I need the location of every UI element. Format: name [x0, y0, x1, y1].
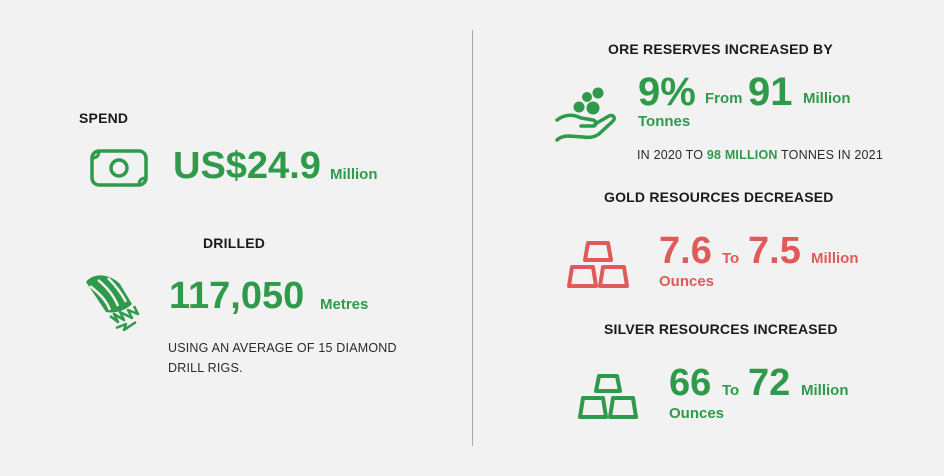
silver-to-value: 72 — [748, 362, 791, 404]
silver-to-word: To — [722, 382, 740, 399]
money-bill-icon — [89, 147, 149, 189]
drilled-label: DRILLED — [203, 235, 266, 251]
silver-unit-million: Million — [801, 382, 849, 399]
spend-unit: Million — [330, 166, 378, 183]
ore-caption-highlight: 98 MILLION — [706, 148, 778, 162]
drill-bit-icon — [80, 270, 146, 334]
ore-from-value: 91 — [748, 70, 793, 114]
drilled-caption-line1: USING AN AVERAGE OF 15 DIAMOND — [168, 341, 397, 355]
ore-unit-tonnes: Tonnes — [638, 113, 691, 130]
ore-percent: 9% — [638, 70, 696, 114]
ore-caption: IN 2020 TO 98 MILLION TONNES IN 2021 — [637, 148, 883, 162]
ore-reserves-label: ORE RESERVES INCREASED BY — [608, 41, 833, 57]
drilled-value: 117,050 — [169, 275, 305, 317]
gold-from-value: 7.6 — [659, 230, 712, 272]
ore-caption-prefix: IN 2020 TO — [637, 148, 707, 162]
silver-bars-icon — [576, 373, 640, 421]
hand-with-ore-icon — [555, 86, 617, 142]
gold-to-word: To — [722, 250, 740, 267]
gold-unit-ounces: Ounces — [659, 273, 715, 290]
ore-caption-suffix: TONNES IN 2021 — [777, 148, 883, 162]
drilled-caption-line2: DRILL RIGS. — [168, 361, 243, 375]
silver-from-value: 66 — [669, 362, 712, 404]
spend-value: US$24.9 — [173, 145, 321, 187]
silver-unit-ounces: Ounces — [669, 405, 725, 422]
ore-from-word: From — [705, 90, 743, 107]
gold-bars-icon — [566, 240, 630, 290]
gold-to-value: 7.5 — [748, 230, 801, 272]
spend-label: SPEND — [79, 110, 129, 126]
gold-label: GOLD RESOURCES DECREASED — [604, 189, 834, 205]
gold-unit-million: Million — [811, 250, 859, 267]
silver-label: SILVER RESOURCES INCREASED — [604, 321, 838, 337]
drilled-unit: Metres — [320, 296, 369, 313]
ore-unit-million: Million — [803, 90, 851, 107]
column-divider — [472, 30, 473, 446]
